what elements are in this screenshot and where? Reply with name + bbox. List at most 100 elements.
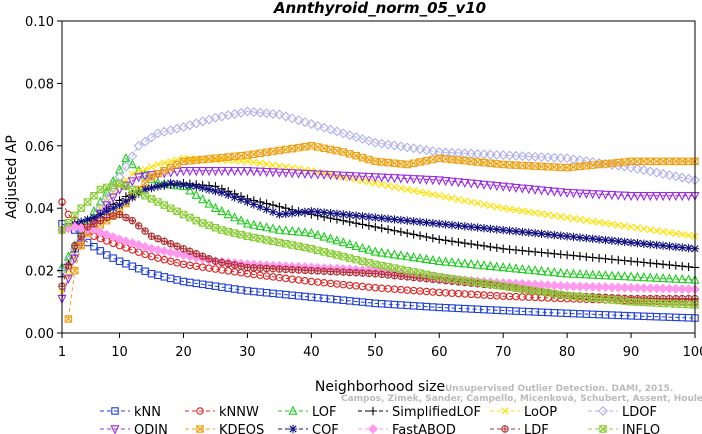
legend-marker-loop xyxy=(501,407,509,415)
data-point-odin xyxy=(364,172,374,183)
data-point-loop xyxy=(454,195,463,204)
data-point-odin xyxy=(325,171,336,181)
legend-item-knnw: kNNW xyxy=(185,405,259,420)
data-point-simplifiedlof xyxy=(530,247,540,257)
data-point-cof xyxy=(83,215,92,224)
data-point-cof xyxy=(89,213,99,222)
series-line-odin xyxy=(61,170,695,299)
data-point-ldof xyxy=(523,151,534,162)
data-point-loop xyxy=(653,227,661,235)
data-point-odin xyxy=(626,191,636,202)
data-point-fastabod xyxy=(645,283,656,294)
data-point-ldof xyxy=(363,135,374,146)
legend-marker-lof xyxy=(288,405,298,415)
legend: kNN kNNW LOF SimplifiedLOF LoOP LDOF ODIN KDEOS… xyxy=(100,405,660,434)
data-point-simplifiedlof xyxy=(537,248,546,257)
data-point-lof xyxy=(511,263,521,273)
data-point-lof xyxy=(652,272,662,282)
data-point-lof xyxy=(530,265,540,275)
data-point-lof xyxy=(658,272,668,283)
legend-item-fastabod: FastABOD xyxy=(358,423,456,434)
data-point-loop xyxy=(416,188,424,196)
data-point-knn xyxy=(122,259,130,268)
data-point-cof xyxy=(339,210,348,219)
data-point-odin xyxy=(421,175,432,185)
data-point-ldof xyxy=(651,167,662,178)
data-point-loop xyxy=(147,163,156,171)
data-point-lof xyxy=(402,251,412,261)
data-point-cof xyxy=(307,207,316,216)
data-point-simplifiedlof xyxy=(569,251,578,260)
data-point-cof xyxy=(326,208,335,218)
data-point-odin xyxy=(556,188,566,198)
legend-marker-cof xyxy=(288,424,298,434)
data-point-odin xyxy=(306,170,316,180)
data-point-simplifiedlof xyxy=(626,257,636,266)
data-point-cof xyxy=(658,241,668,250)
data-point-lof xyxy=(383,248,393,258)
data-point-odin xyxy=(274,168,284,178)
data-point-fastabod xyxy=(152,245,163,255)
data-point-ldof xyxy=(536,152,547,163)
data-point-odin xyxy=(485,181,495,191)
data-point-inflo xyxy=(198,219,207,227)
legend-label-ldof: LDOF xyxy=(622,405,657,420)
data-point-ldof xyxy=(504,150,515,161)
legend-marker-inflo xyxy=(599,425,607,433)
data-point-loop xyxy=(640,225,648,233)
data-point-lof xyxy=(121,152,131,163)
data-point-inflo xyxy=(314,246,322,255)
legend-item-cof: COF xyxy=(278,423,339,434)
data-point-ldof xyxy=(683,173,694,184)
data-point-lof xyxy=(536,265,547,275)
data-point-lof xyxy=(549,267,559,277)
data-point-loop xyxy=(614,221,622,229)
data-point-cof xyxy=(390,215,399,224)
data-point-ldof xyxy=(133,140,144,151)
data-point-odin xyxy=(543,186,553,197)
data-point-cof xyxy=(403,216,412,225)
data-point-ldf xyxy=(154,235,162,243)
data-point-ldof xyxy=(491,149,502,160)
data-point-odin xyxy=(498,182,508,192)
data-point-cof xyxy=(300,207,310,217)
data-point-odin xyxy=(453,178,464,188)
data-point-fastabod xyxy=(651,283,662,294)
data-point-cof xyxy=(652,240,661,250)
data-point-inflo xyxy=(333,251,341,259)
data-point-lof xyxy=(460,258,470,268)
data-point-knn xyxy=(141,267,149,275)
data-point-odin xyxy=(242,167,253,177)
data-point-odin xyxy=(332,171,342,181)
data-point-ldof xyxy=(293,115,304,126)
data-point-lof xyxy=(684,274,694,284)
data-point-cof xyxy=(351,211,361,220)
data-point-lof xyxy=(306,227,316,237)
data-point-odin xyxy=(357,172,368,182)
data-point-kdeos xyxy=(160,167,169,175)
data-point-fastabod xyxy=(594,282,605,292)
data-point-odin xyxy=(351,172,361,182)
data-point-lof xyxy=(594,269,604,280)
data-point-fastabod xyxy=(632,282,643,293)
data-point-ldf xyxy=(326,267,335,276)
data-point-odin xyxy=(345,172,355,182)
data-point-odin xyxy=(338,171,348,181)
x-tick-label: 70 xyxy=(495,345,512,360)
data-point-ldof xyxy=(510,150,521,161)
data-point-lof xyxy=(524,264,534,274)
x-tick-label: 40 xyxy=(303,345,320,360)
data-point-lof xyxy=(287,225,297,236)
legend-marker-simplifiedlof xyxy=(368,406,378,416)
data-point-lof xyxy=(504,262,515,272)
data-point-simplifiedlof xyxy=(492,243,501,253)
data-point-loop xyxy=(128,170,136,178)
data-point-inflo xyxy=(365,259,373,267)
data-point-simplifiedlof xyxy=(498,244,508,253)
data-point-simplifiedlof xyxy=(582,252,591,262)
data-point-ldf xyxy=(141,227,149,235)
data-point-simplifiedlof xyxy=(684,262,693,272)
data-point-odin xyxy=(140,172,150,182)
data-point-fastabod xyxy=(568,281,579,292)
axes: 0.00 0.02 0.04 0.06 0.08 0.10 1 10 20 30 40 50 60 70 8… xyxy=(25,15,702,360)
